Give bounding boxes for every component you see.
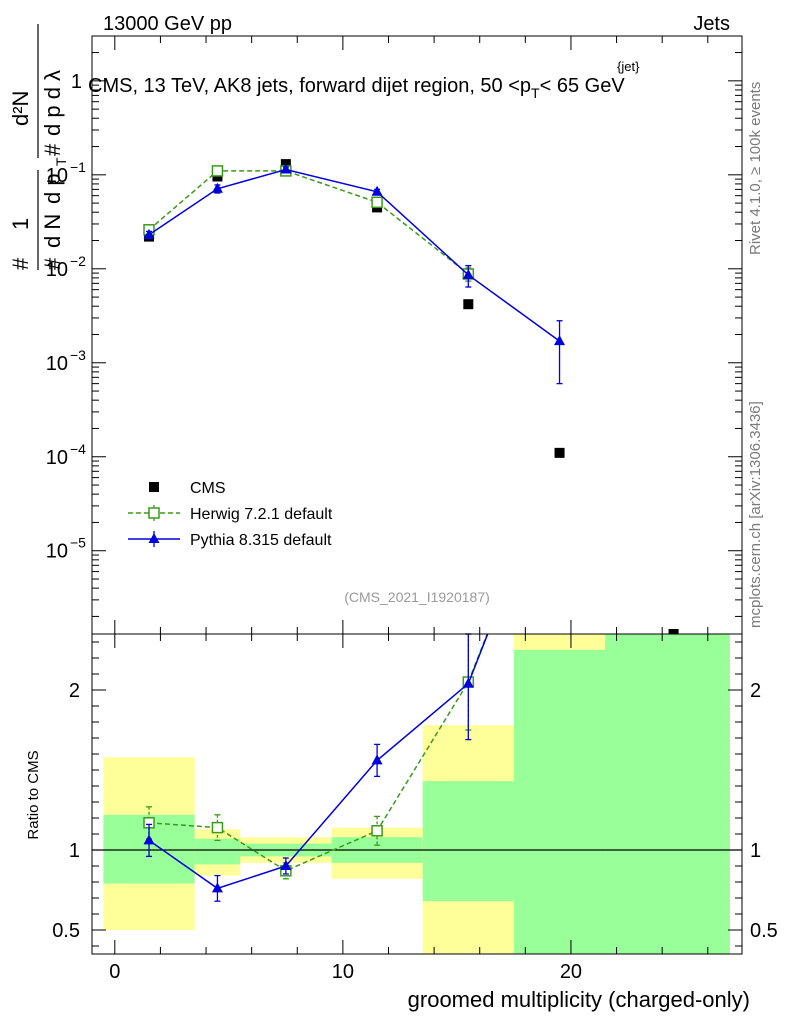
plot-title: CMS, 13 TeV, AK8 jets, forward dijet reg… — [88, 59, 640, 101]
legend: CMS Herwig 7.2.1 default Pythia 8.315 defa… — [128, 480, 333, 549]
series-line — [148, 170, 469, 275]
x-tick-label: 10 — [332, 961, 354, 983]
ratio-point — [280, 860, 292, 870]
data-point — [371, 196, 383, 209]
series-cms — [144, 159, 679, 639]
ylabel-dpt-sub: T — [53, 157, 69, 166]
y-tick-exponent: −2 — [70, 253, 86, 269]
legend-marker — [149, 482, 159, 492]
rivet-label: Rivet 4.1.0, ≥ 100k events — [747, 82, 764, 255]
svg-text:CMS, 13 TeV, AK8 jets, forward: CMS, 13 TeV, AK8 jets, forward dijet reg… — [88, 75, 625, 101]
data-point — [143, 228, 155, 239]
ylabel-d2n: d²N — [8, 91, 33, 126]
header-energy-label: 13000 GeV pp — [103, 13, 232, 35]
data-point — [554, 447, 565, 458]
y-tick-exponent: −1 — [70, 159, 86, 175]
ylabel-dlambda: d p d λ — [40, 70, 65, 136]
header-jets-label: Jets — [693, 13, 730, 35]
ratio-y-tick-label-right: 1 — [750, 840, 761, 862]
ylabel-dn: d N — [40, 214, 65, 248]
legend-label: Herwig 7.2.1 default — [190, 506, 333, 523]
y-tick-exponent: −5 — [70, 535, 86, 551]
ratio-y-tick-label: 0.5 — [52, 920, 80, 942]
data-point — [211, 182, 223, 193]
title-sup: {jet} — [617, 59, 640, 74]
legend-label: Pythia 8.315 default — [190, 532, 332, 549]
y-tick-label: 10 — [46, 165, 68, 187]
band-green — [194, 838, 241, 865]
ratio-y-tick-label-right: 0.5 — [750, 920, 778, 942]
ratio-ylabel: Ratio to CMS — [25, 750, 42, 839]
x-tick-label: 20 — [560, 961, 582, 983]
ratio-point — [211, 821, 224, 834]
ratio-line — [148, 633, 489, 890]
ratio-y-tick-label: 2 — [69, 680, 80, 702]
title-main: CMS, 13 TeV, AK8 jets, forward dijet reg… — [88, 75, 531, 97]
data-point — [554, 335, 566, 346]
x-axis-label: groomed multiplicity (charged-only) — [408, 987, 750, 1012]
ratio-panel: 0.5 0.51 12 20 10 20 — [52, 633, 778, 983]
ratio-point — [143, 834, 155, 845]
ratio-point — [371, 825, 383, 837]
data-point — [371, 185, 383, 196]
data-point — [211, 165, 224, 177]
data-point — [280, 163, 292, 174]
series-line — [148, 168, 560, 342]
series-pythia — [143, 163, 566, 385]
main-panel: 110−110−210−310−410−5 — [46, 35, 743, 639]
analysis-id: (CMS_2021_I1920187) — [344, 589, 490, 605]
main-ylabel: # 1 # d N d p T d²N # d p d λ — [8, 24, 69, 270]
ratio-y-tick-label: 1 — [69, 840, 80, 862]
data-point — [463, 299, 474, 310]
band-green — [605, 634, 730, 954]
ylabel-hash-top: # — [8, 257, 33, 270]
y-tick-label: 10 — [46, 447, 68, 469]
ratio-series-pythia — [143, 633, 489, 902]
y-tick-exponent: −3 — [70, 347, 86, 363]
ratio-frame — [91, 633, 743, 955]
ratio-y-tick-label-right: 2 — [750, 680, 761, 702]
x-tick-label: 0 — [109, 961, 120, 983]
band-green — [513, 650, 606, 954]
title-sub: T — [531, 85, 540, 101]
mcplots-label: mcplots.cern.ch [arXiv:1306.3436] — [747, 401, 764, 628]
title-tail: < 65 GeV — [540, 75, 626, 97]
legend-label: CMS — [190, 480, 226, 497]
ylabel-hash-2: # — [40, 143, 65, 156]
legend-marker — [148, 507, 160, 519]
legend-entry: Pythia 8.315 default — [128, 531, 332, 549]
band-green — [422, 781, 514, 902]
legend-marker — [148, 533, 160, 543]
ylabel-hash-bottom: # — [40, 257, 65, 270]
y-tick-label: 10 — [46, 259, 68, 281]
y-tick-label: 10 — [46, 353, 68, 375]
y-tick-exponent: −4 — [70, 441, 86, 457]
y-tick-label: 10 — [46, 541, 68, 563]
ratio-point — [371, 754, 383, 765]
y-tick-label: 1 — [71, 71, 82, 93]
legend-entry: Herwig 7.2.1 default — [128, 505, 333, 523]
legend-entry: CMS — [149, 480, 226, 497]
uncertainty-bands — [103, 634, 730, 954]
ratio-point — [211, 882, 223, 893]
data-point — [462, 268, 474, 279]
series-herwig — [143, 165, 475, 282]
ylabel-dpt: d p — [40, 173, 65, 204]
ylabel-one: 1 — [8, 218, 33, 230]
ratio-point — [462, 677, 474, 688]
